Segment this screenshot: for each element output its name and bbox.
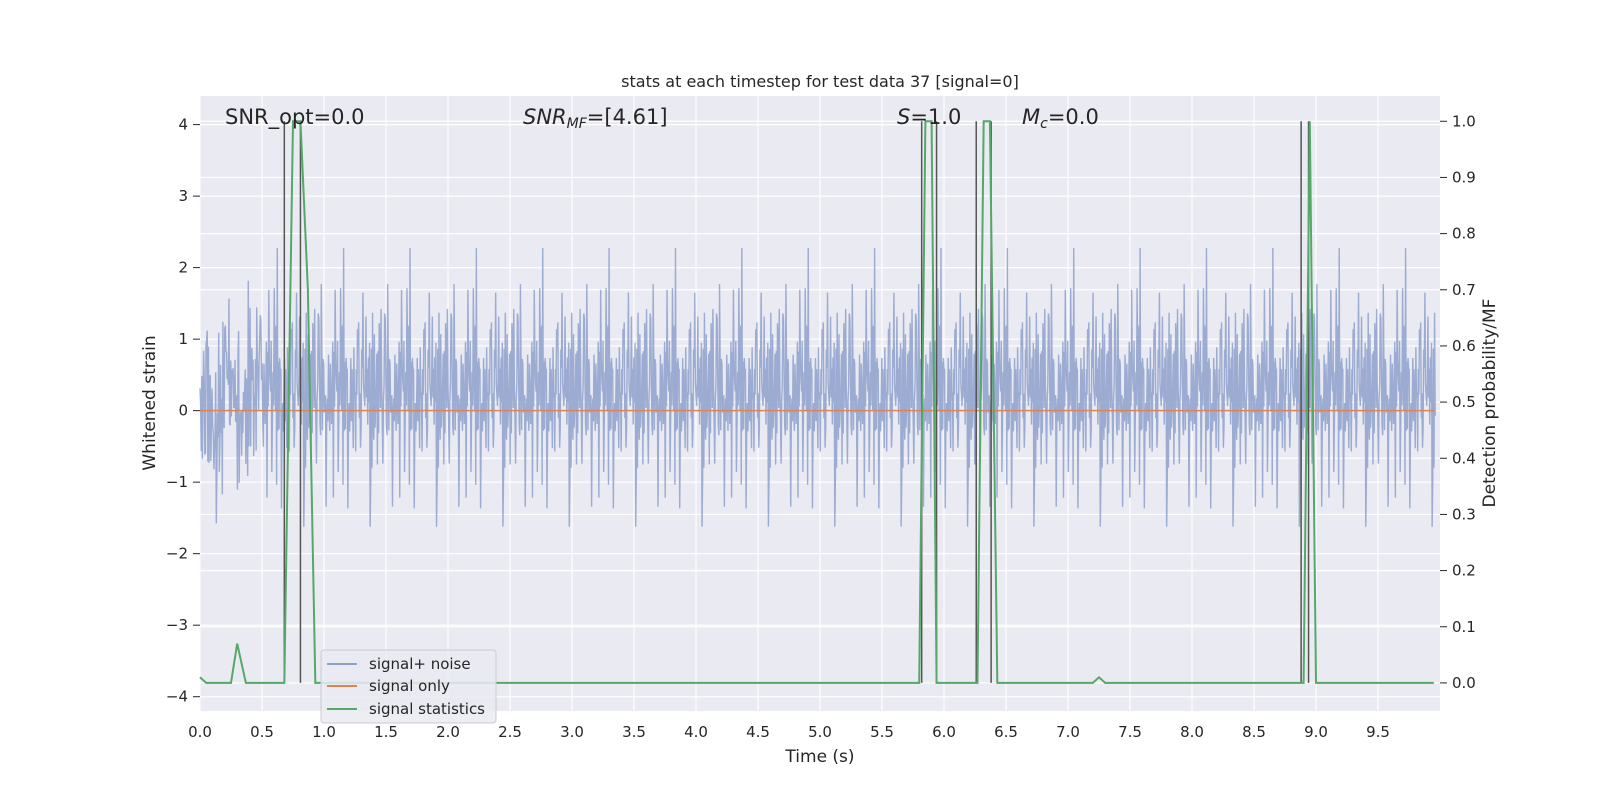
y-left-axis-label: Whitened strain [140,335,160,470]
y-left-tick-label: −2 [166,545,188,563]
annotation-s: S=1.0 [897,105,961,129]
y-right-tick-label: 0.0 [1452,674,1476,692]
x-tick-label: 5.0 [808,723,832,741]
x-tick-label: 7.0 [1056,723,1080,741]
signal-statistics-line [199,120,1434,684]
y-left-tick-label: 0 [178,402,188,420]
x-tick-label: 0.5 [250,723,274,741]
annotation-snr-opt: SNR_opt=0.0 [225,105,365,130]
y-left-tick-label: −1 [166,473,188,491]
y-right-tick-label: 0.3 [1452,505,1476,523]
signal-statistics-series [199,120,1434,684]
y-right-tick-labels: 1.0 0.9 0.8 0.7 0.6 0.5 0.4 0.3 0.2 0.1 0.0 [1440,112,1476,692]
legend-label-signal-noise: signal+ noise [369,655,471,673]
y-left-tick-label: 1 [178,330,188,348]
y-right-tick-label: 0.8 [1452,225,1476,243]
x-tick-label: 2.5 [498,723,522,741]
x-tick-label: 3.0 [560,723,584,741]
y-left-tick-label: 3 [178,187,188,205]
x-tick-label: 2.0 [436,723,460,741]
x-tick-label: 6.5 [994,723,1018,741]
y-left-tick-label: −3 [166,616,188,634]
y-right-tick-label: 0.6 [1452,337,1476,355]
y-right-tick-label: 0.4 [1452,449,1476,467]
x-tick-label: 5.5 [870,723,894,741]
x-tick-label: 4.5 [746,723,770,741]
y-right-tick-label: 1.0 [1452,112,1476,130]
x-tick-label: 8.0 [1180,723,1204,741]
x-tick-label: 4.0 [684,723,708,741]
signal-noise-series [199,248,1436,527]
legend-label-signal-only: signal only [369,677,450,695]
signal-noise-line [199,248,1436,527]
y-right-axis-label: Detection probability/MF [1480,299,1500,508]
annotation-snr-mf: SNRMF=[4.61] [523,105,668,132]
y-left-tick-label: 2 [178,259,188,277]
x-tick-label: 7.5 [1118,723,1142,741]
x-tick-label: 1.0 [312,723,336,741]
y-right-tick-label: 0.1 [1452,618,1476,636]
y-right-tick-label: 0.7 [1452,281,1476,299]
x-tick-label: 1.5 [374,723,398,741]
annotation-mc: Mc=0.0 [1022,105,1099,132]
x-tick-label: 0.0 [188,723,212,741]
y-left-tick-labels: 4 3 2 1 0 −1 −2 −3 −4 [166,116,200,706]
x-tick-labels: 0.0 0.5 1.0 1.5 2.0 2.5 3.0 3.5 4.0 4.5 5.0 5.5 6.0 6… [188,723,1390,741]
x-tick-label: 8.5 [1242,723,1266,741]
legend: signal+ noise signal only signal statist… [320,649,497,724]
x-tick-label: 9.0 [1304,723,1328,741]
chart-title: stats at each timestep for test data 37 … [621,72,1019,91]
y-right-tick-label: 0.2 [1452,562,1476,580]
y-right-tick-label: 0.5 [1452,393,1476,411]
x-tick-label: 6.0 [932,723,956,741]
legend-box [320,649,497,724]
x-axis-label: Time (s) [784,747,854,767]
y-left-tick-label: 4 [178,116,188,134]
x-tick-label: 3.5 [622,723,646,741]
y-left-tick-label: −4 [166,688,188,706]
y-right-tick-label: 0.9 [1452,168,1476,186]
legend-label-signal-statistics: signal statistics [369,700,485,718]
x-tick-label: 9.5 [1366,723,1390,741]
